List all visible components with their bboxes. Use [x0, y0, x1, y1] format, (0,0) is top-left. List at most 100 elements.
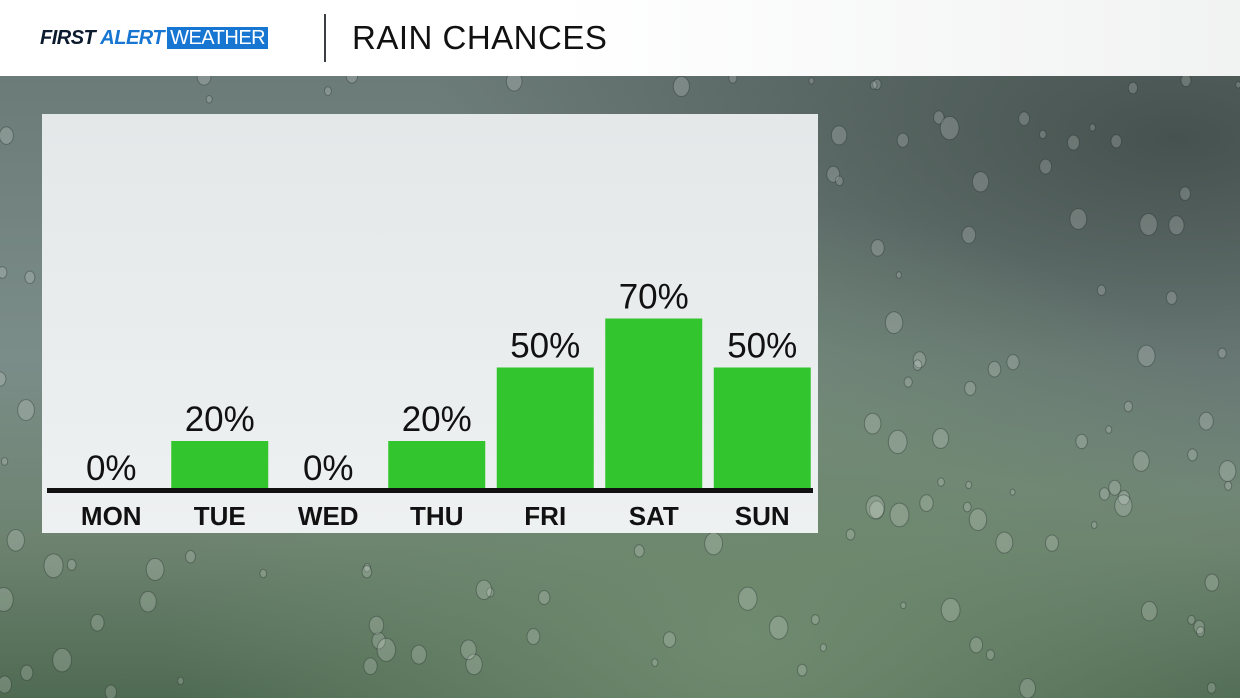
raindrop — [810, 614, 820, 626]
raindrop — [1193, 619, 1206, 635]
raindrop — [985, 649, 995, 661]
raindrop — [971, 171, 990, 193]
raindrop — [0, 587, 14, 612]
raindrop — [1066, 134, 1080, 151]
raindrop — [900, 601, 907, 610]
data-label-sun: 50% — [727, 327, 797, 366]
raindrop — [1123, 400, 1134, 413]
category-label-sun: SUN — [735, 501, 790, 531]
raindrop — [376, 637, 397, 662]
raindrop — [819, 643, 827, 653]
raindrop — [1108, 479, 1122, 496]
header-bar: FIRST ALERT WEATHER RAIN CHANCES — [0, 0, 1240, 76]
raindrop — [872, 78, 882, 91]
raindrop — [1132, 450, 1150, 472]
data-label-sat: 70% — [619, 278, 689, 317]
chart-panel: 0% MON 20% TUE 0% WED 20% THU 50% FRI 70% SAT 50% SUN — [42, 114, 818, 533]
raindrop — [1187, 448, 1198, 462]
raindrop — [633, 544, 645, 558]
raindrop — [363, 562, 371, 573]
raindrop — [1141, 600, 1158, 622]
raindrop — [869, 500, 885, 520]
rain-chance-chart: 0% MON 20% TUE 0% WED 20% THU 50% FRI 70% SAT 50% SUN — [47, 278, 813, 531]
raindrop — [323, 86, 332, 97]
raindrop — [826, 165, 841, 183]
raindrop — [863, 412, 882, 435]
raindrop — [662, 631, 677, 648]
raindrop — [1018, 111, 1031, 126]
raindrop — [145, 557, 165, 581]
raindrop — [1195, 626, 1206, 638]
raindrop — [932, 428, 950, 449]
raindrop — [1099, 487, 1110, 501]
raindrop — [205, 95, 213, 104]
raindrop — [0, 456, 9, 466]
raindrop — [865, 495, 886, 520]
raindrop — [987, 360, 1002, 378]
raindrop — [869, 80, 878, 90]
raindrop — [486, 587, 495, 598]
raindrop — [1114, 494, 1133, 518]
raindrop — [1180, 76, 1192, 88]
raindrop — [526, 628, 541, 646]
raindrop — [870, 239, 885, 257]
raindrop — [0, 126, 14, 145]
raindrop — [1217, 347, 1227, 359]
raindrop — [368, 615, 385, 635]
raindrop — [961, 225, 977, 244]
raindrop — [830, 125, 848, 146]
raindrop — [1039, 158, 1053, 175]
raindrop — [1019, 677, 1036, 698]
raindrop — [66, 558, 77, 571]
data-label-thu: 20% — [402, 400, 472, 439]
brand-first: FIRST — [40, 26, 96, 49]
bar-fri — [496, 367, 594, 490]
category-label-thu: THU — [410, 501, 463, 531]
raindrop — [903, 376, 913, 388]
raindrop — [20, 664, 34, 681]
raindrop — [912, 359, 923, 371]
raindrop — [361, 565, 373, 579]
raindrop — [1137, 344, 1156, 368]
raindrop — [1168, 215, 1185, 236]
raindrop — [43, 553, 64, 579]
raindrop — [912, 351, 927, 369]
raindrop — [17, 399, 35, 422]
raindrop — [1165, 290, 1178, 305]
raindrop — [1139, 212, 1158, 236]
raindrop — [1218, 460, 1237, 483]
raindrop — [345, 76, 359, 84]
raindrop — [460, 639, 477, 661]
brand-weather: WEATHER — [167, 27, 269, 49]
raindrop — [940, 597, 961, 623]
raindrop — [796, 663, 808, 677]
raindrop — [964, 380, 977, 396]
raindrop — [1069, 207, 1088, 230]
raindrop — [651, 658, 659, 667]
raindrop — [919, 494, 934, 512]
raindrop — [1179, 186, 1191, 201]
raindrop — [962, 501, 972, 513]
data-label-wed: 0% — [303, 449, 354, 488]
raindrop — [768, 615, 789, 640]
raindrop — [808, 77, 815, 85]
raindrop — [465, 653, 483, 676]
raindrop — [845, 528, 856, 541]
raindrop — [410, 644, 427, 665]
raindrop — [6, 528, 25, 552]
raindrop — [185, 550, 196, 564]
bar-thu — [388, 441, 486, 490]
raindrop — [0, 266, 8, 279]
x-axis-line — [47, 488, 813, 493]
raindrop — [363, 657, 378, 676]
raindrop — [968, 508, 988, 531]
raindrop — [1038, 129, 1047, 140]
raindrop — [259, 568, 268, 579]
raindrop — [728, 76, 738, 84]
raindrop — [1198, 411, 1214, 431]
category-label-mon: MON — [81, 501, 142, 531]
raindrop — [937, 477, 945, 487]
raindrop — [1096, 284, 1107, 296]
category-label-tue: TUE — [194, 501, 246, 531]
raindrop — [1105, 425, 1113, 434]
